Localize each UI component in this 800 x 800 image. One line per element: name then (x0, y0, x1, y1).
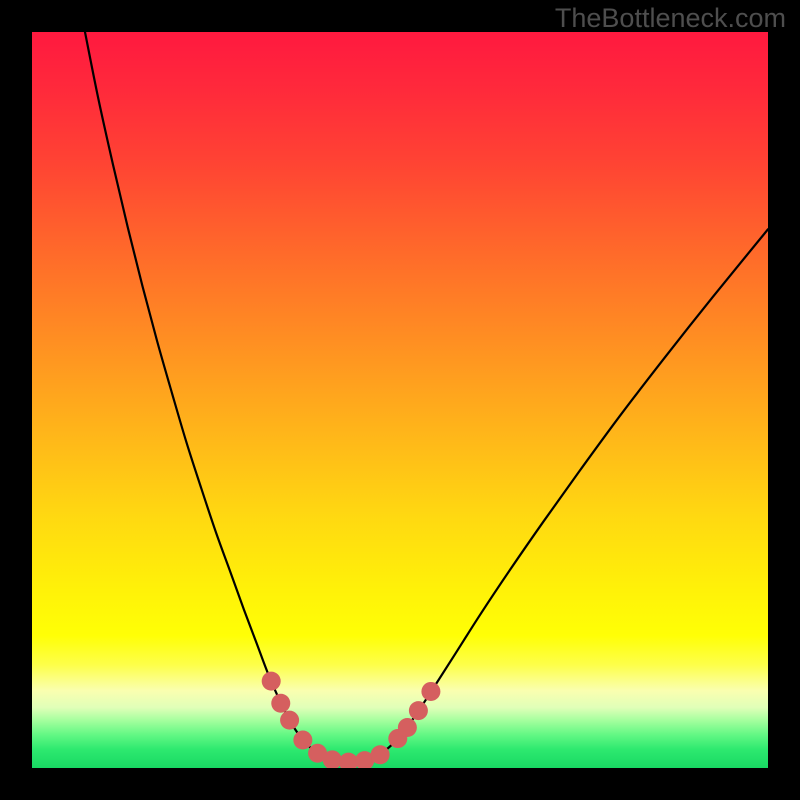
highlight-marker (409, 701, 428, 720)
highlight-marker (262, 672, 281, 691)
chart-outer: TheBottleneck.com (0, 0, 800, 800)
bottleneck-curve (85, 32, 768, 762)
highlight-marker (421, 682, 440, 701)
highlight-marker (293, 731, 312, 750)
highlight-marker (339, 753, 358, 772)
watermark-text: TheBottleneck.com (555, 3, 786, 34)
highlight-marker (280, 711, 299, 730)
chart-svg (0, 0, 800, 800)
highlight-marker (271, 694, 290, 713)
highlight-marker (323, 750, 342, 769)
highlight-marker (371, 745, 390, 764)
highlight-marker (398, 718, 417, 737)
